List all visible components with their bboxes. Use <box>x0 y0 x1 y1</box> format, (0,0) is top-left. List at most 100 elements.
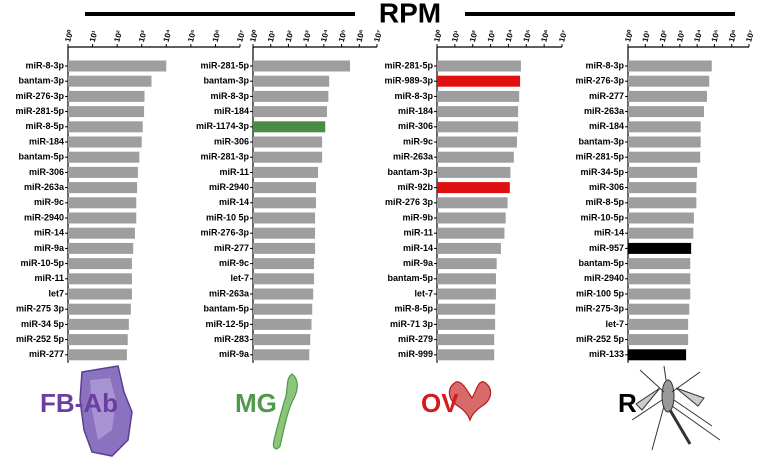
x-tick-label: 10³ <box>486 29 498 43</box>
bar <box>68 151 140 163</box>
category-label: miR-71 3p <box>390 319 434 329</box>
category-label: miR-8-3p <box>25 60 64 70</box>
category-label: miR-275-3p <box>575 304 624 314</box>
category-label: miR-9a <box>219 349 250 359</box>
category-label: miR-100 5p <box>576 288 625 298</box>
category-label: bantam-5p <box>203 304 249 314</box>
bar <box>628 197 697 209</box>
category-label: miR-11 <box>403 228 433 238</box>
category-label: miR-281-5p <box>200 60 249 70</box>
category-label: miR-281-5p <box>575 152 624 162</box>
bar <box>253 182 316 194</box>
bar <box>253 106 327 118</box>
category-label: miR-263a <box>209 288 250 298</box>
category-label: miR-306 <box>29 167 64 177</box>
bar <box>68 349 127 361</box>
bar <box>68 182 138 194</box>
bar <box>628 90 707 102</box>
x-tick-label: 10⁰ <box>63 28 75 43</box>
bar <box>437 227 505 239</box>
bar <box>628 273 691 285</box>
category-label: miR-275 3p <box>16 304 65 314</box>
bar <box>628 349 687 361</box>
category-label: miR-306 <box>214 136 249 146</box>
panel-label: FB-Ab <box>40 388 118 418</box>
bar <box>628 75 710 87</box>
panel-label: MG <box>235 388 277 418</box>
category-label: miR-252 5p <box>576 334 625 344</box>
bar <box>437 334 495 346</box>
category-label: miR-8-5p <box>25 121 64 131</box>
category-label: bantam-5p <box>387 273 433 283</box>
category-label: miR-281-3p <box>200 152 249 162</box>
category-label: miR-92b <box>397 182 433 192</box>
bar <box>437 273 496 285</box>
bar <box>253 288 314 300</box>
category-label: miR-276-3p <box>15 91 64 101</box>
bar <box>437 106 519 118</box>
x-tick-label: 10² <box>112 29 124 43</box>
category-label: miR-9b <box>402 212 433 222</box>
category-label: miR-184 <box>29 136 64 146</box>
bar <box>628 227 694 239</box>
category-label: miR-9a <box>403 258 434 268</box>
x-tick-label: 10⁶ <box>211 28 223 43</box>
category-label: miR-277 <box>214 243 249 253</box>
bar <box>437 60 521 72</box>
bar <box>68 334 128 346</box>
category-label: miR-12-5p <box>205 319 249 329</box>
category-label: let-7 <box>605 319 624 329</box>
category-label: miR-306 <box>398 121 433 131</box>
category-label: bantam-3p <box>18 76 64 86</box>
x-tick-label: 10⁴ <box>692 28 704 43</box>
bar <box>437 318 496 330</box>
category-label: let7 <box>48 288 64 298</box>
category-label: miR-14 <box>34 228 64 238</box>
bar <box>253 60 351 72</box>
bar <box>68 303 131 315</box>
category-label: miR-14 <box>594 228 624 238</box>
category-label: bantam-3p <box>578 136 624 146</box>
bar <box>437 258 497 270</box>
x-tick-label: 10⁶ <box>727 28 739 43</box>
bar <box>628 212 694 224</box>
category-label: miR-133 <box>589 349 624 359</box>
category-label: let-7 <box>230 273 249 283</box>
bar <box>253 197 316 209</box>
bar <box>68 90 145 102</box>
x-tick-label: 10⁴ <box>319 28 331 43</box>
bar <box>68 121 143 133</box>
category-label: miR-34-5p <box>580 167 624 177</box>
x-tick-label: 10⁴ <box>504 28 516 43</box>
bar <box>628 151 701 163</box>
category-label: miR-281-5p <box>384 60 433 70</box>
bar <box>68 60 167 72</box>
category-label: miR-306 <box>589 182 624 192</box>
x-tick-label: 10⁵ <box>710 28 722 43</box>
x-tick-label: 10³ <box>301 29 313 43</box>
bar <box>68 197 137 209</box>
bar <box>437 121 519 133</box>
bar <box>253 166 319 178</box>
bar <box>628 136 701 148</box>
bar <box>253 90 329 102</box>
x-tick-label: 10⁴ <box>162 28 174 43</box>
category-label: miR-263a <box>393 152 434 162</box>
bar <box>437 212 506 224</box>
category-label: miR-8-3p <box>210 91 249 101</box>
bar <box>68 258 132 270</box>
category-label: miR-999 <box>398 349 433 359</box>
category-label: miR-8-5p <box>585 197 624 207</box>
bar <box>437 136 517 148</box>
bar <box>628 318 689 330</box>
category-label: miR-11 <box>219 167 249 177</box>
panel-label: R <box>618 388 637 418</box>
category-label: miR-2940 <box>584 273 624 283</box>
x-tick-label: 10⁷ <box>235 29 247 43</box>
x-tick-label: 10⁰ <box>623 28 635 43</box>
bar <box>253 334 311 346</box>
bar <box>68 227 135 239</box>
bar <box>437 349 495 361</box>
category-label: miR-184 <box>214 106 249 116</box>
